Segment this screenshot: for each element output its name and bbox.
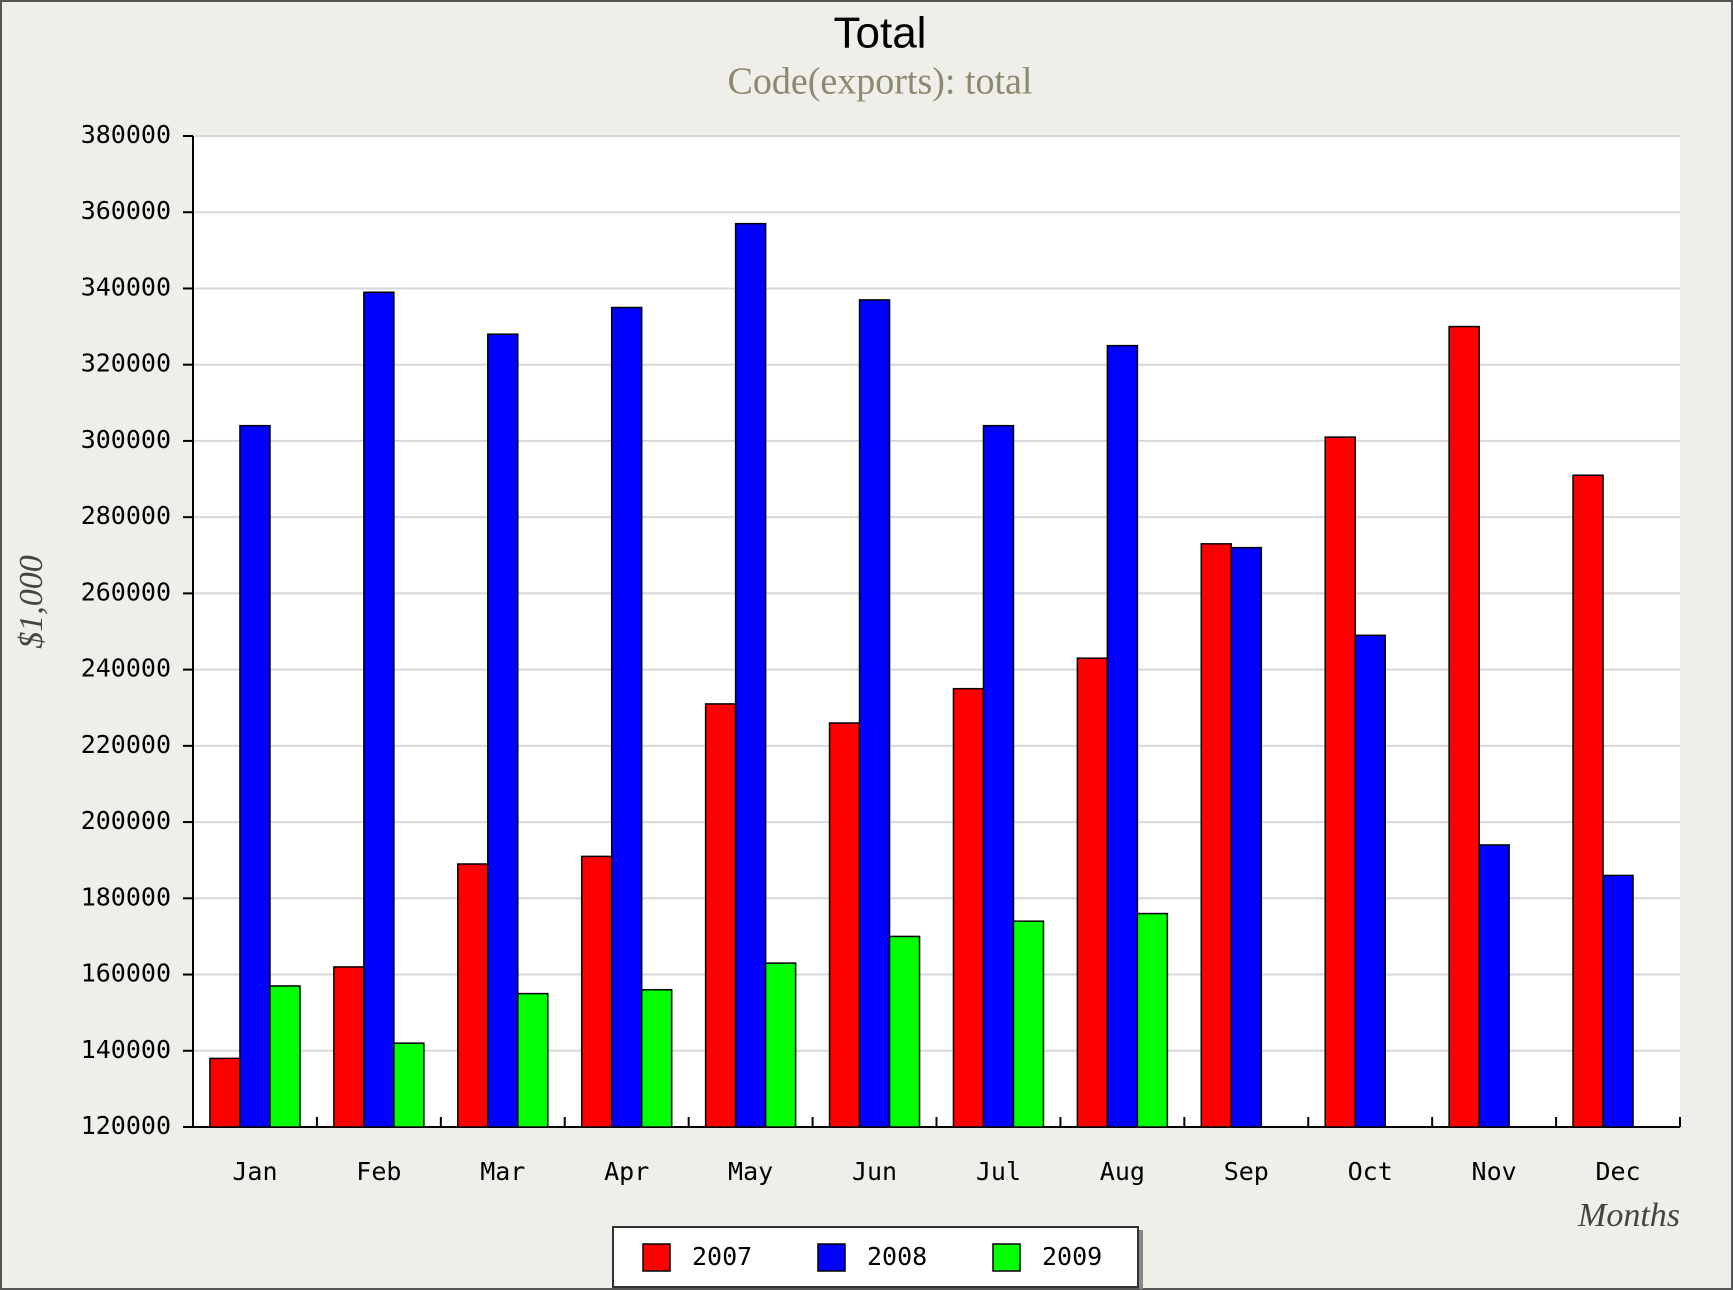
bar [1602,874,1634,1128]
bar [1076,657,1109,1128]
legend-label: 2007 [692,1242,752,1271]
bar [333,966,365,1128]
bar [1324,436,1356,1128]
bar [363,291,395,1128]
x-tick-label: Jan [232,1157,277,1186]
plot-area [193,136,1680,1127]
bar [209,1057,241,1128]
x-tick-label: Oct [1348,1157,1393,1186]
x-tick-label: May [728,1157,773,1186]
y-tick-label: 200000 [81,806,171,835]
x-tick-label: Sep [1224,1157,1269,1186]
bar [393,1042,425,1128]
bar [1478,844,1510,1128]
x-tick-label: Apr [604,1157,649,1186]
y-tick-label: 140000 [81,1035,171,1064]
x-tick-label: Feb [356,1157,401,1186]
chart-title: Total [834,9,927,58]
bar [888,935,921,1128]
y-tick-label: 340000 [81,272,171,301]
bar [457,863,489,1128]
bar [1012,920,1045,1128]
y-tick-label: 320000 [81,349,171,378]
bar [764,962,797,1128]
x-tick-label: Aug [1100,1157,1145,1186]
y-tick-label: 240000 [81,654,171,683]
legend-swatch [642,1243,671,1272]
bar [269,985,301,1128]
bar [1136,912,1169,1128]
bar [1448,325,1480,1128]
y-tick-label: 380000 [81,120,171,149]
y-tick-label: 300000 [81,425,171,454]
bar [1106,344,1139,1128]
y-tick-label: 180000 [81,882,171,911]
bar [734,222,767,1128]
bar [704,703,737,1128]
bar [580,855,613,1128]
y-tick-label: 360000 [81,196,171,225]
x-tick-label: Jul [976,1157,1021,1186]
y-tick-label: 120000 [81,1111,171,1140]
bar [610,306,643,1128]
y-tick-label: 160000 [81,959,171,988]
x-tick-label: Mar [480,1157,525,1186]
bar [640,989,673,1128]
legend-swatch [992,1243,1021,1272]
bar [1572,474,1604,1128]
bar [828,722,861,1128]
y-tick-label: 280000 [81,501,171,530]
legend [612,1226,1139,1288]
x-tick-label: Dec [1595,1157,1640,1186]
y-axis-label: $1,000 [13,555,50,649]
x-tick-label: Jun [852,1157,897,1186]
legend-label: 2008 [867,1242,927,1271]
bar [952,687,985,1128]
bar [982,424,1015,1128]
legend-swatch [817,1243,846,1272]
x-tick-label: Nov [1472,1157,1517,1186]
bar [239,424,271,1128]
bar [1230,546,1263,1128]
bar [1200,543,1233,1128]
bar [858,299,891,1128]
legend-label: 2009 [1042,1242,1102,1271]
bar [1354,634,1386,1128]
y-tick-label: 220000 [81,730,171,759]
y-tick-label: 260000 [81,577,171,606]
x-axis-label: Months [1577,1197,1680,1234]
chart-subtitle: Code(exports): total [728,61,1033,103]
bar [487,333,519,1128]
bar [517,992,549,1128]
